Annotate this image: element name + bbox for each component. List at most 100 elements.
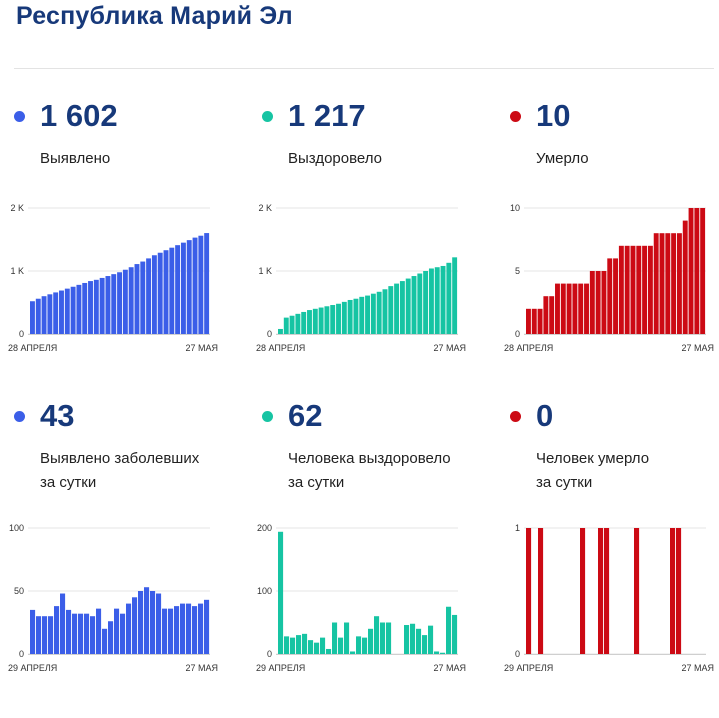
bar [138, 591, 144, 654]
bar [538, 528, 544, 654]
bar [156, 593, 162, 654]
bar [296, 635, 302, 654]
x-end-label: 27 МАЯ [185, 343, 218, 353]
bar [151, 255, 157, 334]
bar [350, 651, 356, 654]
bar [642, 245, 648, 334]
bar [388, 286, 394, 334]
bar [72, 613, 78, 654]
bar [330, 305, 336, 334]
stat-label: за сутки [40, 474, 97, 491]
stat-panel-recovered: 62 Человека выздоровело за сутки 0 100 200 29 … [256, 398, 482, 718]
bar [549, 296, 555, 334]
bar [634, 528, 640, 654]
bar [595, 271, 601, 334]
bar-chart: 0 50 100 29 АПРЕЛЯ 27 МАЯ [8, 523, 218, 673]
page-title: Республика Марий Эл [16, 2, 293, 30]
bar [99, 277, 105, 334]
bar [362, 637, 368, 654]
x-end-label: 27 МАЯ [433, 663, 466, 673]
bar [102, 628, 108, 654]
bar [434, 651, 440, 654]
bar [410, 623, 416, 654]
bar [694, 208, 700, 334]
bar [566, 283, 572, 334]
stat-label: Выздоровело [288, 150, 383, 167]
bar [289, 315, 295, 334]
bar [653, 233, 659, 334]
bar [126, 603, 132, 654]
bar [186, 603, 192, 654]
bar [428, 268, 434, 334]
bar [93, 279, 99, 334]
bar [434, 267, 440, 334]
bar [312, 308, 318, 334]
y-tick-label: 2 K [258, 203, 272, 213]
bar [356, 636, 362, 654]
bar [659, 233, 665, 334]
bar [60, 593, 66, 654]
bar [35, 298, 41, 334]
bar [394, 283, 400, 334]
stat-value: 62 [288, 398, 323, 433]
bar [604, 528, 610, 654]
bar [198, 235, 204, 334]
y-tick-label: 5 [515, 266, 520, 276]
bar [308, 640, 314, 654]
bar [301, 311, 307, 334]
bar [314, 642, 320, 654]
bar [613, 258, 619, 334]
bar [382, 289, 388, 334]
bar [688, 208, 694, 334]
y-tick-label: 0 [267, 329, 272, 339]
stat-value: 43 [40, 398, 75, 433]
y-tick-label: 0 [19, 649, 24, 659]
bar [332, 622, 338, 654]
bar [169, 247, 175, 334]
bar [324, 306, 330, 334]
bar [428, 625, 434, 654]
bar-chart: 0 5 10 28 АПРЕЛЯ 27 МАЯ [504, 203, 714, 353]
bar-chart: 0 1 29 АПРЕЛЯ 27 МАЯ [504, 523, 714, 673]
bar [636, 245, 642, 334]
bar [320, 637, 326, 654]
y-tick-label: 1 K [10, 266, 24, 276]
stat-label: за сутки [536, 474, 593, 491]
bar [132, 597, 138, 654]
bar [278, 328, 283, 334]
bar [283, 317, 289, 334]
bar [326, 648, 332, 654]
bar [423, 271, 429, 334]
bar-chart: 0 1 K 2 K 28 АПРЕЛЯ 27 МАЯ [8, 203, 218, 353]
bar [417, 273, 423, 334]
bar [665, 233, 671, 334]
bar [47, 294, 53, 334]
bar [168, 608, 174, 654]
bar [278, 531, 284, 654]
bar [204, 233, 210, 334]
stat-label: Человека выздоровело [288, 450, 451, 467]
bar [526, 528, 532, 654]
bar [180, 603, 186, 654]
bar [344, 622, 350, 654]
bar [365, 295, 371, 334]
bar [66, 609, 72, 654]
bar [589, 271, 595, 334]
legend-dot-icon [510, 411, 521, 422]
bar [440, 652, 446, 654]
bar [526, 308, 531, 334]
bar [84, 613, 90, 654]
bar [42, 616, 48, 654]
bar [192, 237, 198, 334]
bar [560, 283, 566, 334]
bar [175, 245, 181, 334]
bar [70, 286, 76, 334]
bar [140, 261, 146, 334]
bar [584, 283, 589, 334]
stat-panel-deaths: 0 Человек умерло за сутки 0 1 29 АПРЕЛЯ 27 МАЯ [504, 398, 719, 718]
bar [108, 621, 114, 654]
bar [607, 258, 613, 334]
bar [572, 283, 578, 334]
bar [682, 220, 688, 334]
bar [53, 292, 59, 334]
